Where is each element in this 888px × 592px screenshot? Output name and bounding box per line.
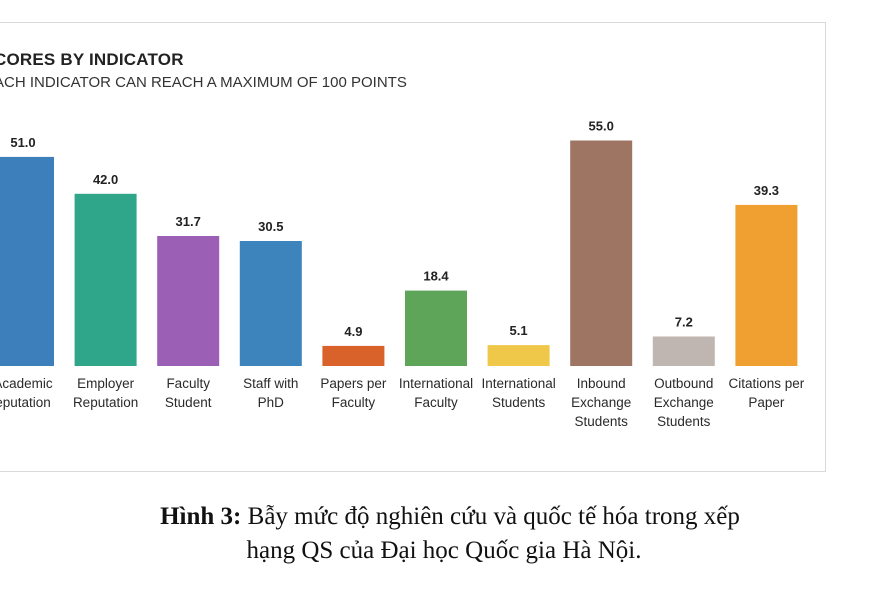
value-label-1: 51.0 xyxy=(10,135,35,150)
caption-label: Hình 3: xyxy=(160,503,242,530)
value-label-6: 18.4 xyxy=(423,269,449,284)
category-label-1-line-1: Academic xyxy=(0,376,53,391)
category-label-8-line-2: Exchange xyxy=(571,395,631,410)
category-label-9-line-2: Exchange xyxy=(654,395,714,410)
value-label-4: 30.5 xyxy=(258,219,283,234)
category-label-3-line-2: Student xyxy=(165,395,212,410)
category-label-7: International Students xyxy=(481,376,555,410)
value-label-3: 31.7 xyxy=(176,214,201,229)
category-label-4: Staff with PhD xyxy=(243,376,298,410)
bar-4 xyxy=(239,241,302,366)
caption-line-2: hạng QS của Đại học Quốc gia Hà Nội. xyxy=(246,537,642,564)
category-label-8-line-1: Inbound xyxy=(577,376,626,391)
bar-2 xyxy=(74,193,137,366)
category-label-2-line-1: Employer xyxy=(77,376,135,391)
category-label-10-line-2: Paper xyxy=(748,395,785,410)
bar-1 xyxy=(0,156,54,366)
value-label-8: 55.0 xyxy=(589,119,614,134)
category-label-7-line-2: Students xyxy=(492,395,546,410)
chart-frame xyxy=(0,22,826,472)
value-label-10: 39.3 xyxy=(754,183,779,198)
category-label-4-line-2: PhD xyxy=(258,395,285,410)
bar-5 xyxy=(322,345,385,366)
category-label-3-line-1: Faculty xyxy=(166,376,210,391)
category-label-5: Papers per Faculty xyxy=(320,376,387,410)
category-label-3: Faculty Student xyxy=(165,376,212,410)
bar-6 xyxy=(405,290,467,366)
figure-caption: Hình 3: Bẫy mức độ nghiên cứu và quốc tế… xyxy=(0,500,888,568)
category-label-1-line-2: eputation xyxy=(0,395,51,410)
caption-line-1: Hình 3: Bẫy mức độ nghiên cứu và quốc tế… xyxy=(0,500,888,534)
category-label-5-line-2: Faculty xyxy=(332,395,376,410)
bar-9 xyxy=(652,336,715,366)
category-label-8: Inbound Exchange Students xyxy=(571,376,631,429)
value-label-5: 4.9 xyxy=(344,324,362,339)
category-label-4-line-1: Staff with xyxy=(243,376,298,391)
category-label-2: Employer Reputation xyxy=(73,376,138,410)
bar-10 xyxy=(735,204,798,366)
category-label-2-line-2: Reputation xyxy=(73,395,138,410)
bar-7 xyxy=(487,345,550,366)
category-label-9: Outbound Exchange Students xyxy=(654,376,714,429)
category-label-6: International Faculty xyxy=(399,376,473,410)
value-label-9: 7.2 xyxy=(675,315,693,330)
caption-text-1: Bẫy mức độ nghiên cứu và quốc tế hóa tro… xyxy=(241,503,740,530)
category-label-9-line-1: Outbound xyxy=(654,376,713,391)
category-label-5-line-1: Papers per xyxy=(320,376,387,391)
value-label-2: 42.0 xyxy=(93,172,118,187)
bar-8 xyxy=(570,140,633,366)
category-label-10-line-1: Citations per xyxy=(729,376,805,391)
category-label-1: Academic eputation xyxy=(0,376,53,410)
category-label-6-line-2: Faculty xyxy=(414,395,458,410)
chart-title: CORES BY INDICATOR xyxy=(0,50,184,69)
chart-subtitle: ACH INDICATOR CAN REACH A MAXIMUM OF 100… xyxy=(0,74,407,91)
category-label-7-line-1: International xyxy=(481,376,555,391)
category-label-9-line-3: Students xyxy=(657,414,711,429)
category-label-10: Citations per Paper xyxy=(729,376,805,410)
category-label-8-line-3: Students xyxy=(575,414,629,429)
category-label-6-line-1: International xyxy=(399,376,473,391)
bar-3 xyxy=(157,236,220,366)
value-label-7: 5.1 xyxy=(510,323,528,338)
